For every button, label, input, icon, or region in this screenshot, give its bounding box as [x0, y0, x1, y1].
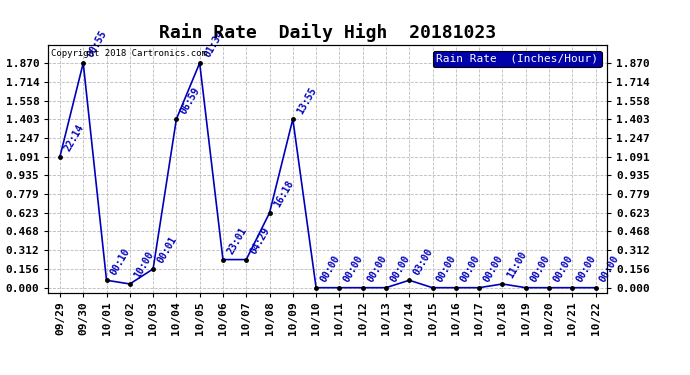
- Text: 00:00: 00:00: [435, 254, 458, 284]
- Text: 23:01: 23:01: [226, 225, 248, 256]
- Text: 04:29: 04:29: [248, 225, 272, 256]
- Text: 00:00: 00:00: [342, 254, 365, 284]
- Text: 00:00: 00:00: [575, 254, 598, 284]
- Text: 00:00: 00:00: [319, 254, 342, 284]
- Text: 00:00: 00:00: [458, 254, 482, 284]
- Text: 00:01: 00:01: [155, 235, 179, 266]
- Text: 00:55: 00:55: [86, 29, 109, 59]
- Text: 16:18: 16:18: [272, 179, 295, 209]
- Legend: Rain Rate  (Inches/Hour): Rain Rate (Inches/Hour): [433, 51, 602, 67]
- Text: Copyright 2018 Cartronics.com: Copyright 2018 Cartronics.com: [51, 49, 207, 58]
- Text: 00:00: 00:00: [482, 254, 505, 284]
- Text: 00:00: 00:00: [598, 254, 621, 284]
- Text: 00:10: 00:10: [109, 246, 132, 277]
- Title: Rain Rate  Daily High  20181023: Rain Rate Daily High 20181023: [159, 23, 496, 42]
- Text: 22:14: 22:14: [62, 123, 86, 153]
- Text: 00:00: 00:00: [551, 254, 575, 284]
- Text: 03:00: 03:00: [411, 246, 435, 277]
- Text: 00:00: 00:00: [365, 254, 388, 284]
- Text: 00:00: 00:00: [388, 254, 412, 284]
- Text: 06:59: 06:59: [179, 85, 202, 116]
- Text: 13:55: 13:55: [295, 85, 319, 116]
- Text: 00:00: 00:00: [528, 254, 551, 284]
- Text: 10:00: 10:00: [132, 250, 155, 280]
- Text: 11:00: 11:00: [505, 250, 528, 280]
- Text: 01:34: 01:34: [202, 29, 226, 59]
